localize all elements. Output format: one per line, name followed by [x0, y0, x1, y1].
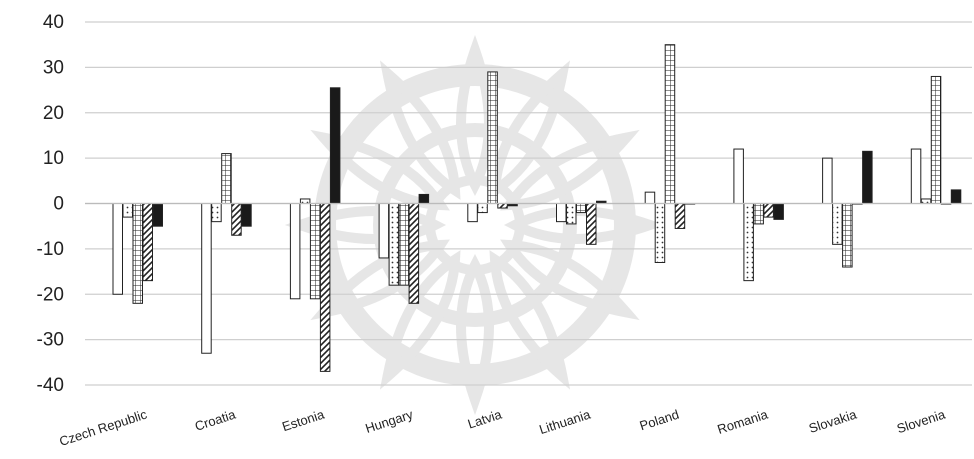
bar-latvia-series-1 — [467, 203, 478, 223]
bar-romania-series-5 — [773, 203, 784, 220]
watermark-petal — [500, 239, 640, 321]
bar-romania-series-2 — [743, 203, 754, 282]
bar-hungary-series-5 — [418, 193, 430, 205]
bars — [112, 44, 962, 372]
bar-slovakia-series-3 — [842, 203, 853, 268]
bar-romania-series-4 — [763, 203, 774, 218]
bar-latvia-series-4 — [497, 203, 508, 209]
bar-slovakia-series-2 — [832, 203, 843, 245]
y-tick-label: 20 — [43, 103, 64, 124]
bar-slovenia-series-2 — [920, 198, 932, 204]
x-tick-label: Poland — [638, 407, 681, 434]
x-tick-label: Czech Republic — [57, 406, 149, 449]
bar-slovenia-series-5 — [950, 189, 962, 204]
y-tick-label: 30 — [43, 57, 64, 78]
watermark-petal — [503, 206, 666, 244]
gridlines — [85, 21, 972, 386]
y-tick-label: -20 — [37, 284, 64, 305]
bar-hungary-series-1 — [378, 203, 390, 259]
bar-croatia-series-4 — [231, 203, 242, 236]
bar-czech-republic-series-4 — [142, 203, 153, 282]
y-tick-label: 40 — [43, 12, 64, 33]
x-tick-label: Hungary — [363, 406, 415, 436]
bar-czech-republic-series-5 — [152, 203, 163, 227]
x-tick-label: Latvia — [466, 406, 504, 431]
x-axis-labels: Czech Republic Croatia Estonia Hungary Latvi… — [57, 406, 947, 449]
bar-lithuania-series-2 — [566, 203, 577, 225]
bar-romania-series-1 — [733, 148, 744, 205]
bar-czech-republic-series-1 — [112, 203, 123, 295]
bar-poland-series-4 — [674, 203, 686, 229]
bar-slovenia-series-3 — [930, 75, 942, 204]
bar-croatia-series-1 — [201, 203, 212, 354]
bar-croatia-series-3 — [221, 153, 232, 204]
y-tick-label: 10 — [43, 148, 64, 169]
x-tick-label: Slovenia — [895, 406, 948, 436]
y-axis-ticks: 40 30 20 10 0 -10 -20 -30 -40 — [37, 12, 64, 396]
x-tick-label: Romania — [715, 406, 770, 437]
watermark-petal — [379, 60, 461, 200]
bar-estonia-series-5 — [329, 87, 341, 204]
watermark-petal — [379, 250, 461, 390]
bar-estonia-series-3 — [309, 203, 321, 300]
bar-slovakia-series-5 — [862, 150, 873, 205]
bar-latvia-series-2 — [477, 203, 488, 214]
watermark-petal — [456, 253, 494, 416]
bar-poland-series-3 — [664, 44, 676, 204]
y-tick-label: -40 — [37, 375, 64, 396]
watermark-petal — [456, 34, 494, 197]
bar-poland-series-2 — [654, 203, 666, 263]
bar-czech-republic-series-3 — [132, 203, 143, 304]
bar-latvia-series-3 — [487, 71, 498, 204]
x-tick-label: Estonia — [280, 406, 327, 434]
bar-slovakia-series-1 — [822, 157, 833, 204]
watermark-petal — [310, 129, 450, 211]
bar-croatia-series-5 — [241, 203, 252, 227]
watermark-seal — [284, 34, 666, 416]
y-tick-label: 0 — [53, 194, 64, 215]
bar-poland-series-1 — [644, 191, 656, 204]
watermark-petal — [489, 250, 571, 390]
bar-estonia-series-1 — [289, 203, 301, 300]
y-tick-label: -10 — [37, 239, 64, 260]
y-tick-label: -30 — [37, 330, 64, 351]
x-tick-label: Croatia — [193, 406, 238, 433]
x-tick-label: Lithuania — [537, 406, 593, 437]
bar-estonia-series-2 — [299, 198, 311, 204]
watermark-petal — [500, 129, 640, 211]
bar-hungary-series-4 — [408, 203, 420, 304]
bar-romania-series-3 — [753, 203, 764, 225]
bar-lithuania-series-1 — [556, 203, 567, 223]
watermark-petal — [489, 60, 571, 200]
bar-hungary-series-3 — [398, 203, 410, 286]
bar-lithuania-series-4 — [586, 203, 597, 245]
bar-estonia-series-4 — [319, 203, 331, 372]
bar-czech-republic-series-2 — [122, 203, 133, 218]
bar-lithuania-series-3 — [576, 203, 587, 214]
bar-hungary-series-2 — [388, 203, 400, 286]
x-tick-label: Slovakia — [807, 406, 859, 436]
bar-croatia-series-2 — [211, 203, 222, 223]
bar-slovenia-series-1 — [910, 148, 922, 205]
